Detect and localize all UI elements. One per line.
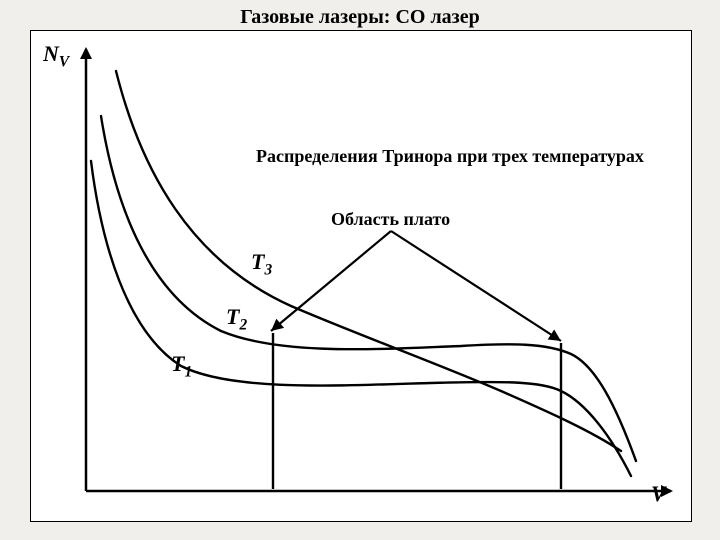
annotation-main: Распределения Тринора при трех температу… — [256, 146, 644, 167]
annotation-plateau: Область плато — [331, 209, 450, 230]
page-title: Газовые лазеры: СО лазер — [0, 6, 720, 29]
curve-label-t1: T1 — [171, 351, 192, 381]
y-axis-label: NV — [43, 41, 69, 71]
curve-label-t3: T3 — [251, 249, 272, 279]
plot-frame: NV V Распределения Тринора при трех темп… — [30, 30, 692, 522]
curve-label-t2: T2 — [226, 304, 247, 334]
x-axis-label: V — [651, 481, 666, 507]
page: Газовые лазеры: СО лазер NV V Распределе… — [0, 0, 720, 540]
plot-svg — [31, 31, 691, 521]
